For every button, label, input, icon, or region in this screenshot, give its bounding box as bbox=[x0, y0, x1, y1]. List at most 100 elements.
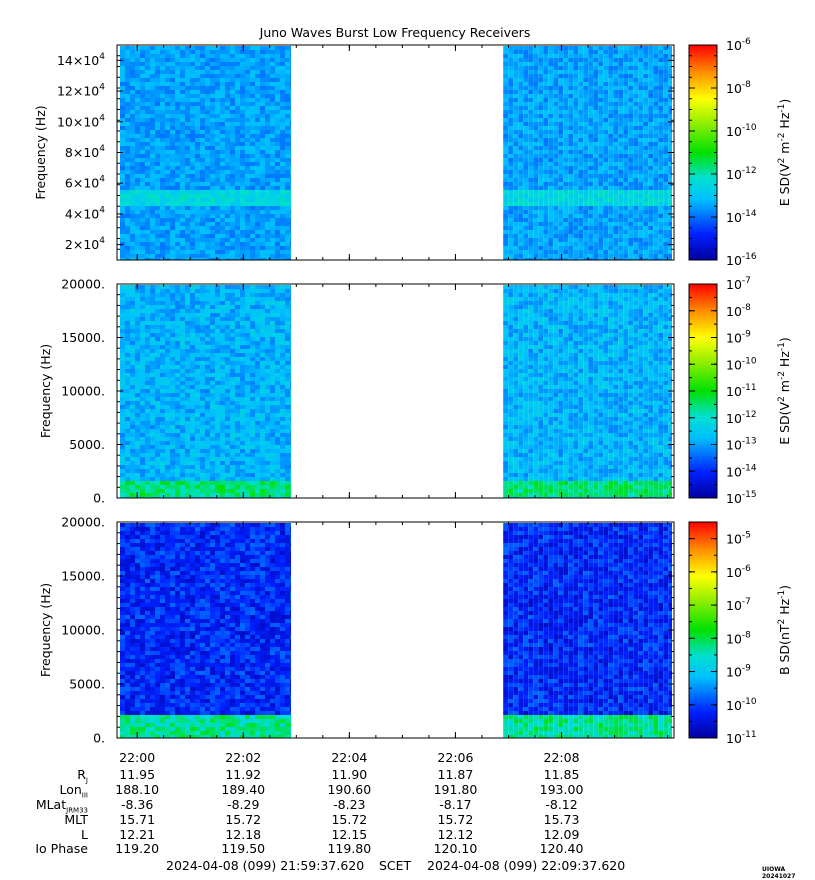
spectrogram-cell bbox=[120, 365, 125, 369]
spectrogram-cell bbox=[250, 130, 255, 134]
spectrogram-cell bbox=[528, 234, 534, 238]
spectrogram-cell bbox=[145, 222, 150, 226]
spectrogram-cell bbox=[533, 234, 539, 238]
spectrogram-cell bbox=[260, 166, 265, 170]
spectrogram-cell bbox=[523, 182, 529, 186]
spectrogram-cell bbox=[663, 206, 669, 210]
spectrogram-cell bbox=[200, 134, 205, 138]
spectrogram-cell bbox=[628, 186, 634, 190]
spectrogram-cell bbox=[150, 118, 155, 122]
spectrogram-cell bbox=[125, 154, 130, 158]
spectrogram-cell bbox=[190, 357, 195, 361]
spectrogram-cell bbox=[230, 98, 235, 102]
spectrogram-cell bbox=[225, 70, 230, 74]
spectrogram-cell bbox=[598, 130, 604, 134]
spectrogram-cell bbox=[155, 126, 160, 130]
spectrogram-cell bbox=[553, 70, 559, 74]
spectrogram-cell bbox=[120, 138, 125, 142]
spectrogram-cell bbox=[638, 246, 644, 250]
spectrogram-cell bbox=[120, 325, 125, 329]
spectrogram-cell bbox=[618, 230, 624, 234]
spectrogram-cell bbox=[170, 74, 175, 78]
spectrogram-cell bbox=[225, 333, 230, 337]
spectrogram-cell bbox=[548, 126, 554, 130]
spectrogram-cell bbox=[275, 162, 280, 166]
spectrogram-cell bbox=[663, 78, 669, 82]
spectrogram-cell bbox=[230, 297, 235, 301]
spectrogram-cell bbox=[588, 110, 594, 114]
spectrogram-cell bbox=[573, 218, 579, 222]
spectrogram-cell bbox=[210, 122, 215, 126]
spectrogram-cell bbox=[588, 254, 594, 258]
spectrogram-cell bbox=[638, 206, 644, 210]
spectrogram-cell bbox=[558, 158, 564, 162]
spectrogram-cell bbox=[648, 142, 654, 146]
spectrogram-cell bbox=[130, 345, 135, 349]
spectrogram-cell bbox=[185, 198, 190, 202]
spectrogram-cell bbox=[538, 110, 544, 114]
spectrogram-cell bbox=[250, 309, 255, 313]
spectrogram-cell bbox=[240, 357, 245, 361]
spectrogram-cell bbox=[205, 317, 210, 321]
spectrogram-cell bbox=[165, 297, 170, 301]
spectrogram-cell bbox=[160, 198, 165, 202]
spectrogram-cell bbox=[623, 250, 629, 254]
spectrogram-cell bbox=[643, 50, 649, 54]
spectrogram-cell bbox=[250, 86, 255, 90]
spectrogram-cell bbox=[503, 222, 509, 226]
spectrogram-cell bbox=[290, 258, 291, 260]
spectrogram-cell bbox=[245, 349, 250, 353]
spectrogram-cell bbox=[265, 397, 270, 401]
spectrogram-cell bbox=[588, 126, 594, 130]
spectrogram-cell bbox=[290, 186, 291, 190]
spectrogram-cell bbox=[260, 94, 265, 98]
spectrogram-cell bbox=[290, 178, 291, 182]
spectrogram-cell bbox=[140, 246, 145, 250]
spectrogram-cell bbox=[290, 345, 291, 349]
spectrogram-cell bbox=[518, 246, 524, 250]
spectrogram-cell bbox=[170, 222, 175, 226]
spectrogram-cell bbox=[120, 218, 125, 222]
spectrogram-cell bbox=[543, 118, 549, 122]
spectrogram-cell bbox=[240, 285, 245, 289]
spectrogram-cell bbox=[155, 369, 160, 373]
spectrogram-cell bbox=[130, 202, 135, 206]
spectrogram-cell bbox=[220, 130, 225, 134]
colorbar-tick-label: 10-14 bbox=[726, 209, 757, 225]
spectrogram-cell bbox=[573, 70, 579, 74]
spectrogram-cell bbox=[160, 174, 165, 178]
spectrogram-cell bbox=[513, 242, 519, 246]
spectrogram-cell bbox=[165, 150, 170, 154]
spectrogram-cell bbox=[280, 226, 285, 230]
spectrogram-cell bbox=[643, 86, 649, 90]
spectrogram-cell bbox=[588, 106, 594, 110]
spectrogram-cell bbox=[260, 130, 265, 134]
spectrogram-cell bbox=[250, 186, 255, 190]
spectrogram-cell bbox=[140, 226, 145, 230]
spectrogram-cell bbox=[598, 214, 604, 218]
spectrogram-cell bbox=[220, 62, 225, 66]
spectrogram-cell bbox=[255, 373, 260, 377]
spectrogram-cell bbox=[285, 353, 290, 357]
spectrogram-cell bbox=[613, 142, 619, 146]
spectrogram-cell bbox=[603, 234, 609, 238]
spectrogram-cell bbox=[230, 50, 235, 54]
spectrogram-cell bbox=[225, 130, 230, 134]
spectrogram-cell bbox=[598, 166, 604, 170]
spectrogram-cell bbox=[285, 349, 290, 353]
spectrogram-cell bbox=[200, 50, 205, 54]
spectrogram-cell bbox=[573, 102, 579, 106]
spectrogram-cell bbox=[528, 150, 534, 154]
spectrogram-cell bbox=[135, 170, 140, 174]
spectrogram-cell bbox=[195, 325, 200, 329]
spectrogram-cell bbox=[210, 150, 215, 154]
spectrogram-cell bbox=[290, 238, 291, 242]
spectrogram-cell bbox=[518, 146, 524, 150]
spectrogram-cell bbox=[528, 214, 534, 218]
spectrogram-cell bbox=[563, 250, 569, 254]
spectrogram-cell bbox=[528, 66, 534, 70]
spectrogram-cell bbox=[155, 397, 160, 401]
spectrogram-cell bbox=[235, 321, 240, 325]
spectrogram-cell bbox=[508, 146, 514, 150]
spectrogram-cell bbox=[508, 130, 514, 134]
